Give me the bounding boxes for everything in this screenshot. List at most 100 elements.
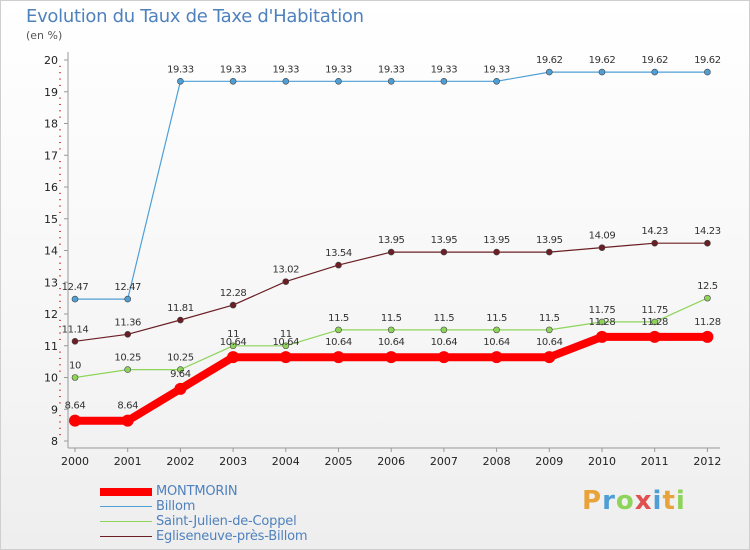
- data-point: [279, 351, 292, 364]
- data-point: [282, 77, 290, 85]
- data-label: 10.64: [431, 337, 458, 348]
- data-label: 10.25: [167, 353, 194, 364]
- x-tick-label: 2005: [325, 455, 353, 468]
- data-point: [335, 77, 342, 85]
- y-tick-label: 18: [44, 118, 58, 131]
- data-point: [229, 342, 237, 350]
- data-label: 19.33: [325, 64, 352, 75]
- x-tick-label: 2002: [166, 455, 194, 468]
- data-label: 11.5: [381, 313, 402, 324]
- data-label: 14.23: [694, 226, 721, 237]
- y-tick-label: 8: [51, 435, 58, 448]
- data-point: [177, 77, 184, 85]
- data-label: 10.64: [536, 337, 563, 348]
- data-point: [177, 316, 184, 324]
- x-tick-label: 2006: [377, 455, 405, 468]
- data-point: [545, 326, 553, 334]
- data-point: [493, 248, 500, 256]
- y-tick-label: 11: [44, 340, 58, 353]
- legend-label: Egliseneuve-près-Billom: [156, 529, 308, 544]
- data-label: 11.28: [589, 317, 616, 328]
- data-point: [598, 244, 606, 251]
- data-point: [493, 77, 500, 85]
- y-tick-label: 20: [44, 54, 58, 67]
- data-label: 10: [69, 361, 81, 372]
- logo-letter: i: [652, 486, 663, 516]
- data-point: [701, 330, 714, 343]
- data-point: [69, 414, 81, 427]
- data-label: 19.62: [536, 55, 563, 66]
- data-point: [545, 68, 553, 76]
- data-point: [440, 77, 448, 85]
- data-point: [177, 366, 184, 373]
- data-point: [229, 77, 237, 85]
- data-label: 11: [227, 329, 239, 340]
- data-point: [490, 351, 503, 364]
- data-label: 14.09: [589, 231, 616, 242]
- data-point: [387, 77, 395, 85]
- data-point: [174, 382, 187, 395]
- data-point: [440, 248, 448, 256]
- data-label: 10.25: [114, 353, 141, 364]
- data-label: 14.23: [641, 226, 668, 237]
- data-label: 19.33: [483, 64, 510, 75]
- data-point: [124, 295, 131, 303]
- data-label: 11.5: [539, 313, 560, 324]
- x-tick-label: 2011: [641, 455, 669, 468]
- data-point: [648, 330, 661, 343]
- data-label: 11.28: [694, 317, 721, 328]
- chart-subtitle: (en %): [26, 29, 63, 42]
- data-point: [227, 351, 240, 364]
- x-tick-label: 2009: [535, 455, 563, 468]
- chart-title: Evolution du Taux de Taxe d'Habitation: [26, 6, 364, 27]
- x-tick-label: 2010: [588, 455, 616, 468]
- y-tick-label: 19: [44, 86, 58, 99]
- data-label: 11.5: [328, 313, 349, 324]
- series-line-1: [74, 71, 709, 300]
- data-point: [598, 68, 606, 76]
- data-point: [440, 326, 448, 334]
- data-label: 13.95: [431, 235, 458, 246]
- data-point: [596, 330, 608, 343]
- data-point: [543, 351, 556, 364]
- legend-swatch: [100, 487, 152, 496]
- data-label: 12.47: [114, 282, 141, 293]
- data-label: 11.28: [641, 317, 668, 328]
- x-tick-label: 2008: [483, 455, 511, 468]
- data-point: [335, 326, 342, 334]
- legend-swatch: [100, 535, 152, 538]
- y-tick-label: 12: [44, 308, 58, 321]
- data-label: 19.33: [272, 64, 299, 75]
- data-label: 19.33: [167, 64, 194, 75]
- data-point: [704, 239, 711, 247]
- data-label: 10.64: [325, 337, 352, 348]
- x-tick-label: 2003: [219, 455, 247, 468]
- data-label: 11.81: [167, 303, 194, 314]
- data-label: 19.62: [694, 55, 721, 66]
- data-point: [545, 248, 553, 256]
- data-label: 19.33: [220, 64, 247, 75]
- data-label: 12.5: [697, 281, 718, 292]
- data-label: 13.95: [536, 235, 563, 246]
- data-label: 11.75: [589, 305, 616, 316]
- legend-swatch: [100, 505, 152, 508]
- data-point: [704, 68, 711, 76]
- data-label: 19.62: [641, 55, 668, 66]
- y-tick-label: 9: [51, 403, 58, 416]
- data-label: 13.95: [483, 235, 510, 246]
- data-point: [598, 318, 606, 326]
- data-point: [387, 248, 395, 256]
- data-label: 19.33: [431, 64, 458, 75]
- data-label: 11.14: [62, 324, 89, 335]
- data-label: 10.64: [378, 337, 405, 348]
- data-label: 10.64: [220, 337, 247, 348]
- y-tick-label: 14: [44, 245, 58, 258]
- data-label: 11.75: [641, 305, 668, 316]
- x-tick-label: 2000: [61, 455, 89, 468]
- data-label: 11: [280, 329, 292, 340]
- data-label: 8.64: [117, 401, 138, 412]
- data-point: [704, 294, 711, 302]
- y-tick-label: 13: [44, 276, 58, 289]
